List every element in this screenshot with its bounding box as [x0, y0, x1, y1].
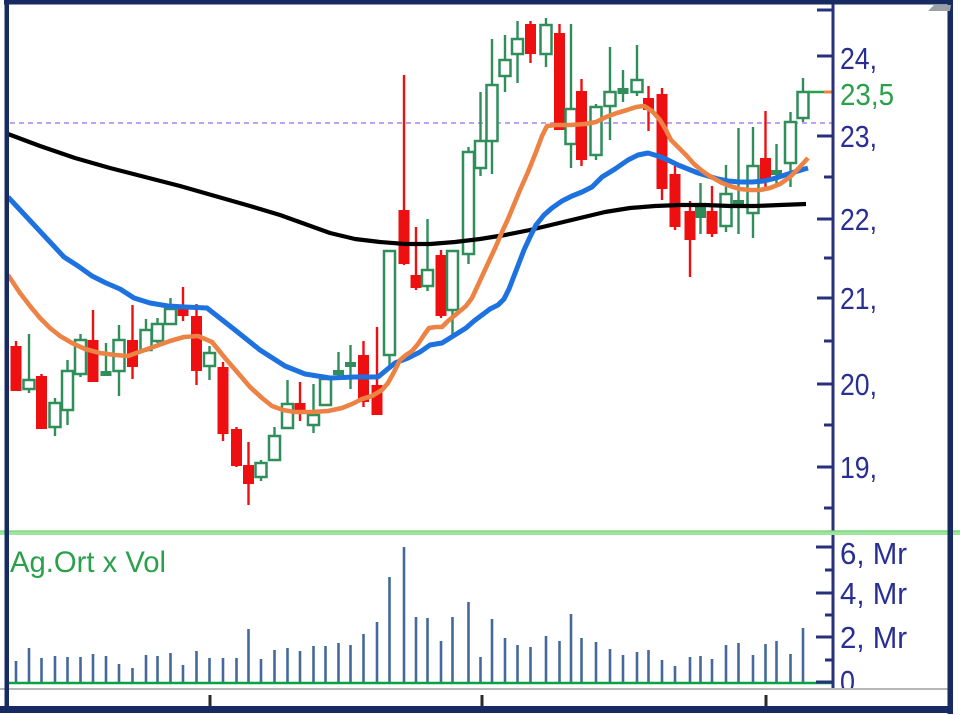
svg-text:19,: 19, — [840, 450, 877, 485]
svg-text:4, Mr: 4, Mr — [840, 576, 907, 611]
svg-text:24,: 24, — [840, 41, 877, 76]
svg-text:6, Mr: 6, Mr — [840, 536, 907, 571]
svg-text:20,: 20, — [840, 367, 877, 402]
svg-text:23,: 23, — [840, 119, 877, 154]
svg-text:23,5: 23,5 — [840, 77, 894, 112]
svg-text:Ag.Ort x Vol: Ag.Ort x Vol — [10, 546, 166, 579]
svg-text:22,: 22, — [840, 202, 877, 237]
svg-text:2, Mr: 2, Mr — [840, 620, 907, 655]
svg-text:21,: 21, — [840, 281, 877, 316]
